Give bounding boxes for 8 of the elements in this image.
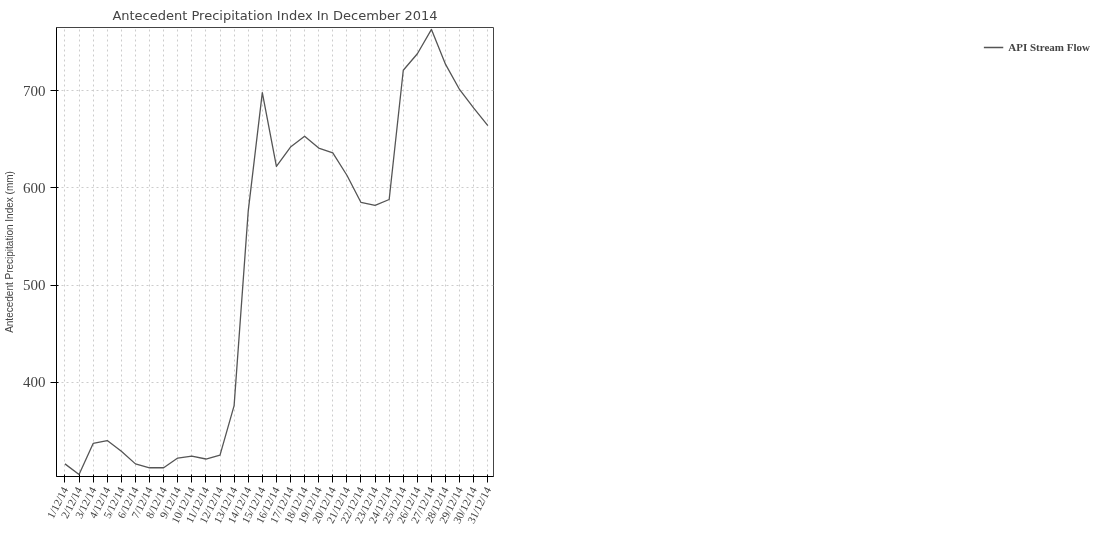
y-tick-label: 600 [23, 179, 46, 196]
y-tick-label: 400 [23, 374, 46, 391]
y-tick-label: 700 [23, 82, 46, 99]
chart-title: Antecedent Precipitation Index In December 2014 [112, 7, 438, 23]
y-tick-label: 500 [23, 277, 46, 294]
legend-label: API Stream Flow [1008, 41, 1090, 53]
line-series [64, 28, 489, 476]
y-axis-title: Antecedent Precipitation Index (mm) [4, 171, 15, 333]
